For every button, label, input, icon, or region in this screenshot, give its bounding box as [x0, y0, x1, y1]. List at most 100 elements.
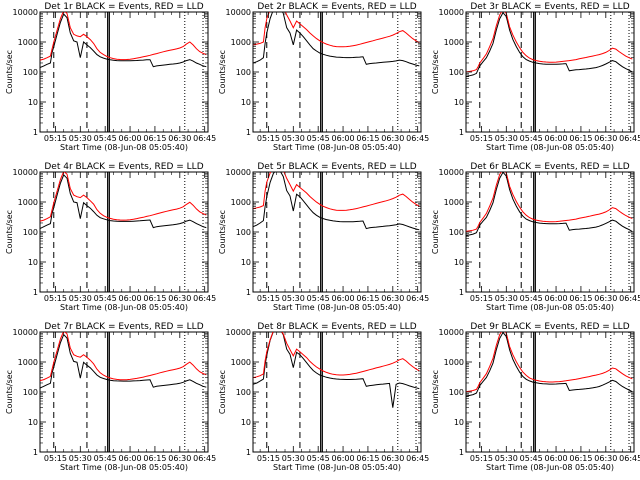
panel-title: Det 6r BLACK = Events, RED = LLD — [470, 162, 629, 172]
y-tick-label: 10 — [454, 418, 464, 427]
plot-frame — [252, 11, 422, 133]
x-tick-label: 06:15 — [143, 294, 166, 303]
y-tick-label: 10 — [454, 258, 464, 267]
y-tick-label: 1 — [459, 288, 464, 297]
y-axis-label: Counts/sec — [218, 370, 227, 414]
y-axis-label: Counts/sec — [431, 210, 440, 254]
x-axis-label: Start Time (08-Jun-08 05:05:40) — [273, 303, 401, 312]
x-tick-label: 05:30 — [282, 134, 305, 143]
series-lld — [253, 172, 420, 211]
y-tick-label: 1000 — [18, 38, 38, 47]
x-tick-label: 05:15 — [257, 294, 280, 303]
x-tick-label: 06:15 — [356, 134, 379, 143]
x-tick-label: 06:45 — [406, 294, 429, 303]
x-tick-label: 06:00 — [545, 454, 568, 463]
y-tick-label: 10000 — [439, 8, 464, 17]
x-axis-label: Start Time (08-Jun-08 05:05:40) — [486, 303, 614, 312]
y-tick-label: 100 — [23, 228, 38, 237]
x-tick-label: 06:30 — [381, 134, 404, 143]
x-tick-label: 06:15 — [569, 294, 592, 303]
x-tick-label: 05:30 — [282, 454, 305, 463]
x-axis-label: Start Time (08-Jun-08 05:05:40) — [60, 303, 188, 312]
y-tick-label: 10000 — [439, 328, 464, 337]
panel-7r: Det 7r BLACK = Events, RED = LLD 1 10 100 10… — [5, 322, 216, 472]
x-tick-label: 05:15 — [44, 294, 67, 303]
y-tick-label: 1000 — [18, 198, 38, 207]
y-tick-label: 10000 — [226, 328, 251, 337]
x-axis-label: Start Time (08-Jun-08 05:05:40) — [60, 463, 188, 472]
series-events — [466, 332, 633, 397]
y-tick-label: 10 — [241, 418, 251, 427]
x-tick-label: 05:45 — [307, 294, 330, 303]
series-events — [253, 172, 420, 231]
y-tick-label: 10000 — [13, 168, 38, 177]
plot-frame — [39, 331, 209, 453]
panel-4r: Det 4r BLACK = Events, RED = LLD 1 10 100 10… — [5, 162, 216, 312]
x-tick-label: 06:45 — [619, 134, 640, 143]
y-tick-label: 1000 — [444, 198, 464, 207]
panel-9r: Det 9r BLACK = Events, RED = LLD 1 10 100 10… — [431, 322, 640, 472]
x-tick-label: 06:00 — [545, 294, 568, 303]
plot-frame — [465, 171, 635, 293]
y-tick-label: 100 — [236, 228, 251, 237]
series-lld — [40, 172, 207, 222]
series-lld — [466, 332, 633, 393]
x-tick-label: 06:30 — [168, 454, 191, 463]
x-tick-label: 06:00 — [119, 134, 142, 143]
y-tick-label: 100 — [449, 68, 464, 77]
y-tick-label: 10 — [241, 258, 251, 267]
panel-2r: Det 2r BLACK = Events, RED = LLD 1 10 100 10… — [218, 2, 429, 152]
x-tick-label: 06:15 — [356, 294, 379, 303]
x-tick-label: 06:00 — [119, 294, 142, 303]
panel-3r: Det 3r BLACK = Events, RED = LLD 1 10 100 10… — [431, 2, 640, 152]
y-tick-label: 1000 — [444, 38, 464, 47]
y-tick-label: 1 — [246, 448, 251, 457]
series-events — [253, 12, 420, 67]
x-tick-label: 06:30 — [381, 294, 404, 303]
x-tick-label: 06:30 — [381, 454, 404, 463]
y-tick-label: 10 — [454, 98, 464, 107]
x-tick-label: 06:15 — [356, 454, 379, 463]
series-events — [466, 172, 633, 237]
x-tick-label: 06:00 — [332, 454, 355, 463]
y-tick-label: 10000 — [13, 8, 38, 17]
y-tick-label: 10000 — [226, 8, 251, 17]
x-tick-label: 06:00 — [119, 454, 142, 463]
x-axis-label: Start Time (08-Jun-08 05:05:40) — [486, 463, 614, 472]
x-tick-label: 05:30 — [282, 294, 305, 303]
x-tick-label: 06:30 — [594, 134, 617, 143]
series-lld — [253, 332, 420, 379]
panel-title: Det 8r BLACK = Events, RED = LLD — [257, 322, 416, 332]
x-tick-label: 06:00 — [332, 134, 355, 143]
series-events — [253, 332, 420, 408]
x-tick-label: 06:45 — [406, 454, 429, 463]
series-lld — [253, 12, 420, 48]
series-lld — [466, 172, 633, 232]
x-tick-label: 05:45 — [307, 134, 330, 143]
x-tick-label: 05:45 — [307, 454, 330, 463]
x-tick-label: 05:15 — [470, 294, 493, 303]
y-tick-label: 10 — [28, 418, 38, 427]
x-tick-label: 06:45 — [406, 134, 429, 143]
x-tick-label: 06:45 — [193, 454, 216, 463]
x-tick-label: 05:15 — [470, 134, 493, 143]
series-events — [40, 13, 207, 69]
y-tick-label: 1000 — [231, 198, 251, 207]
x-tick-label: 05:30 — [495, 454, 518, 463]
x-tick-label: 05:45 — [94, 454, 117, 463]
y-tick-label: 1000 — [231, 38, 251, 47]
panel-1r: Det 1r BLACK = Events, RED = LLD 1 10 100 10… — [5, 2, 216, 152]
x-tick-label: 05:15 — [44, 454, 67, 463]
y-axis-label: Counts/sec — [5, 50, 14, 94]
y-tick-label: 100 — [449, 228, 464, 237]
x-tick-label: 05:30 — [69, 454, 92, 463]
x-tick-label: 05:30 — [69, 294, 92, 303]
series-events — [466, 12, 633, 78]
panel-8r: Det 8r BLACK = Events, RED = LLD 1 10 100 10… — [218, 322, 429, 472]
y-tick-label: 100 — [449, 388, 464, 397]
x-tick-label: 06:15 — [569, 134, 592, 143]
y-axis-label: Counts/sec — [431, 50, 440, 94]
panel-title: Det 7r BLACK = Events, RED = LLD — [44, 322, 203, 332]
y-tick-label: 1 — [459, 128, 464, 137]
plot-frame — [252, 331, 422, 453]
